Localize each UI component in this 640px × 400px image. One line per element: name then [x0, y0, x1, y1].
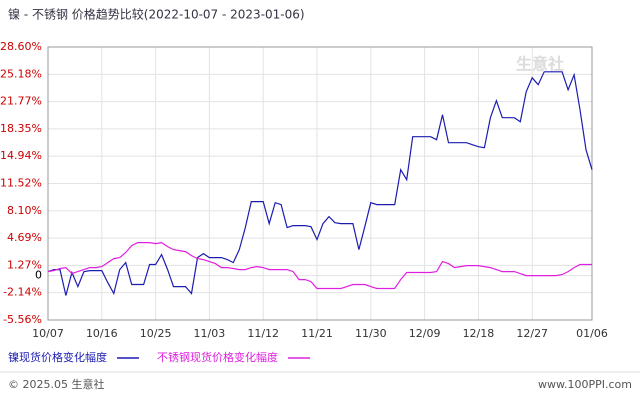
y-tick-label: 0 [35, 269, 42, 282]
y-tick-label: 21.77% [0, 95, 42, 108]
x-tick-label: 12/27 [516, 327, 548, 340]
y-tick-label: 1.27% [7, 258, 42, 271]
y-tick-label: 8.10% [7, 204, 42, 217]
legend-label: 不锈钢现货价格变化幅度 [157, 350, 278, 364]
footer-left: © 2025.05 生意社 [8, 377, 104, 391]
series-line [47, 71, 593, 296]
y-tick-label: -2.14% [3, 286, 42, 299]
x-tick-label: 11/21 [301, 327, 333, 340]
y-tick-label: 25.18% [0, 67, 42, 80]
x-tick-label: 10/07 [32, 327, 64, 340]
x-tick-label: 10/25 [140, 327, 172, 340]
x-tick-label: 11/12 [247, 327, 279, 340]
watermark: 生意社 [516, 55, 564, 74]
x-tick-label: 10/16 [86, 327, 118, 340]
x-tick-label: 12/18 [463, 327, 495, 340]
y-tick-label: 4.69% [7, 231, 42, 244]
x-tick-label: 12/09 [409, 327, 441, 340]
y-tick-label: 11.52% [0, 177, 42, 190]
y-tick-label: 28.60% [0, 40, 42, 53]
footer-right: www.100PPI.com [538, 378, 632, 391]
y-tick-label: 18.35% [0, 122, 42, 135]
legend-label: 镍现货价格变化幅度 [8, 350, 107, 364]
plot-border [47, 46, 593, 321]
y-tick-label: -5.56% [3, 313, 42, 326]
series-line [47, 241, 592, 290]
x-tick-label: 11/30 [355, 327, 387, 340]
x-tick-label: 01/06 [576, 327, 608, 340]
y-tick-label: 14.94% [0, 149, 42, 162]
x-tick-label: 11/03 [194, 327, 226, 340]
chart-title: 镍 - 不锈钢 价格趋势比较(2022-10-07 - 2023-01-06) [8, 7, 305, 22]
